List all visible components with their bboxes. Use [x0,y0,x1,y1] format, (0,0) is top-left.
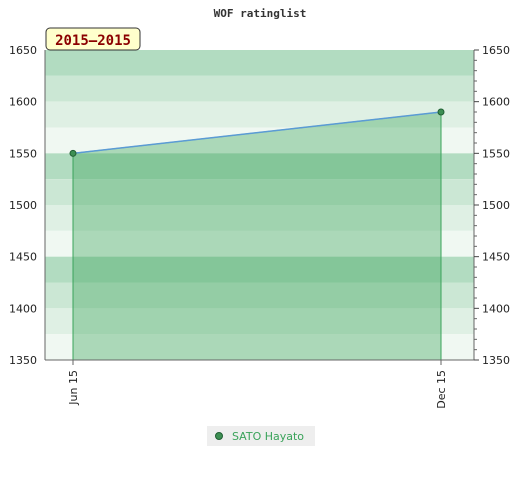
grid-band [45,256,474,283]
grid-band [45,153,474,180]
series-area [72,111,442,361]
grid-band [45,282,474,309]
area-layer [72,111,442,361]
period-badge: 2015–2015 [45,27,141,51]
chart-title: WOF ratinglist [214,7,307,20]
grid-band [45,230,474,257]
background-bands [45,50,474,360]
y-tick-label-right: 1550 [482,147,510,160]
grid-band [45,334,474,360]
grid-band [45,205,474,231]
data-point [437,108,445,116]
legend[interactable]: SATO Hayato [207,426,315,446]
y-tick-label-left: 1400 [9,302,37,315]
y-tick-label-left: 1500 [9,199,37,212]
y-tick-label-left: 1650 [9,44,37,57]
y-tick-label-right: 1450 [482,251,510,264]
line-layer [72,111,442,155]
y-tick-label-right: 1350 [482,354,510,367]
x-axis: Jun 15 Dec 15 [67,360,448,409]
y-axis-left: 1350 1400 1450 1500 1550 1600 1650 [9,44,474,367]
data-point [69,149,77,157]
grid-band [45,179,474,205]
y-tick-label-left: 1350 [9,354,37,367]
y-tick-label-left: 1600 [9,96,37,109]
period-badge-label: 2015–2015 [55,33,131,49]
grid-band [45,101,474,128]
y-tick-label-right: 1600 [482,96,510,109]
x-tick-label: Dec 15 [435,370,448,409]
y-tick-label-left: 1450 [9,251,37,264]
period-badge-box [45,27,141,51]
legend-series-label: SATO Hayato [232,430,304,443]
grid-band [45,50,474,76]
legend-box [207,426,315,446]
grid-band [45,75,474,102]
grid-band [45,308,474,335]
y-tick-label-right: 1650 [482,44,510,57]
x-tick-label: Jun 15 [67,370,80,406]
points-layer [69,108,445,157]
series-line [72,111,442,155]
y-tick-label-left: 1550 [9,147,37,160]
y-tick-label-right: 1500 [482,199,510,212]
legend-marker [215,432,223,440]
y-axis-right: 1350 1400 1450 1500 1550 1600 1650 [473,44,510,367]
y-tick-label-right: 1400 [482,302,510,315]
